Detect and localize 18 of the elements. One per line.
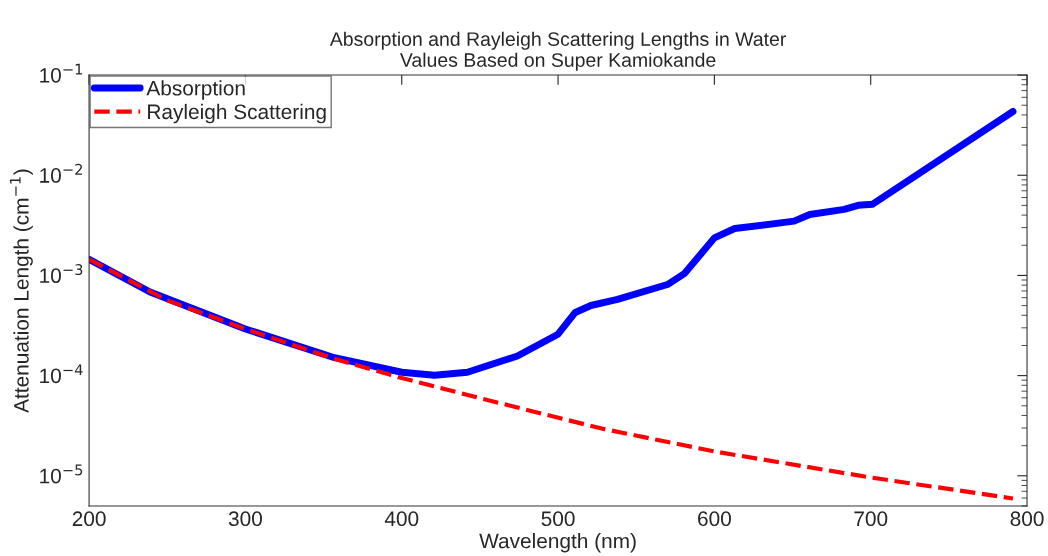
x-tick-label: 200 <box>72 511 106 527</box>
x-tick-label: 400 <box>384 511 419 527</box>
x-tick-label: 600 <box>698 511 731 527</box>
x-axis-title: Wavelength (nm) <box>479 533 636 553</box>
legend-label: Rayleigh Scattering <box>148 103 326 124</box>
y-tick-label: 10$^{−2}$ <box>40 163 82 183</box>
x-tick-label: 700 <box>854 511 888 527</box>
line-series <box>89 257 1016 501</box>
y-axis-title: Attenuation Length (cm$^{−1}$) <box>9 169 33 413</box>
y-tick-label: 10$^{−5}$ <box>40 464 83 484</box>
y-tick-label: 10$^{−1}$ <box>40 63 83 83</box>
x-tick-label: 500 <box>541 511 575 527</box>
y-tick-label: 10$^{−3}$ <box>40 264 83 284</box>
legend-label: Absorption <box>146 80 245 100</box>
x-tick-label: 300 <box>228 511 262 527</box>
x-tick-label: 800 <box>1010 511 1044 527</box>
y-tick-label: 10$^{−4}$ <box>40 364 83 384</box>
chart-title: Absorption and Rayleigh Scattering Lengths in Water Values Based on Super Kamiokande <box>329 31 786 71</box>
